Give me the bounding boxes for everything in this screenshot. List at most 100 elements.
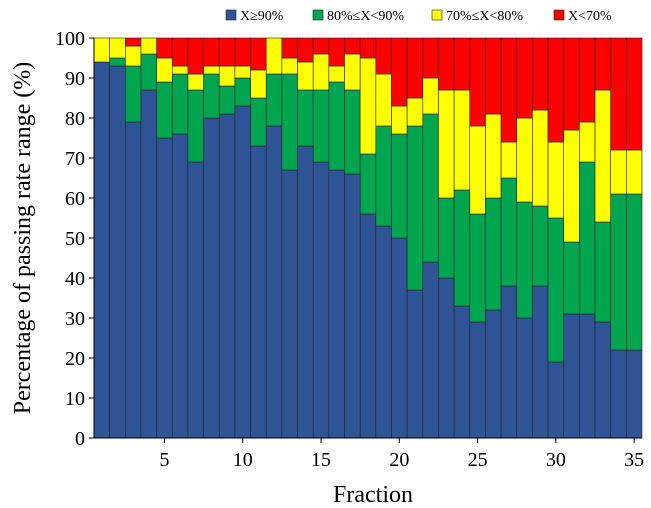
bar-segment-11-series-2: [250, 97, 267, 147]
bar-segment-17-series-4: [344, 37, 361, 55]
bar-segment-24-series-4: [453, 37, 471, 91]
bar-segment-17-series-3: [344, 53, 361, 91]
y-tick-label: 90: [65, 68, 85, 90]
bar-segment-7-series-3: [187, 73, 204, 91]
bar-segment-19-series-2: [375, 125, 392, 227]
bar-segment-30-series-1: [547, 361, 565, 439]
bar-segment-26-series-3: [485, 113, 502, 199]
plot-area: [93, 37, 643, 439]
y-tick-label: 10: [65, 388, 85, 410]
bar-segment-13-series-4: [281, 37, 298, 59]
y-axis-title: Percentage of passing rate range (%): [10, 62, 36, 415]
bar-segment-12-series-3: [265, 37, 283, 75]
bar-segment-13-series-3: [281, 57, 298, 75]
x-tick-label: 25: [468, 449, 488, 471]
legend-label-1: X≥90%: [240, 9, 284, 24]
bar-segment-24-series-3: [453, 89, 471, 191]
y-tick-label: 70: [65, 148, 85, 170]
bar-segment-19-series-4: [375, 37, 392, 75]
bar-segment-34-series-2: [610, 193, 627, 351]
y-tick-label: 30: [65, 308, 85, 330]
bar-segment-8-series-3: [203, 65, 220, 75]
bar-segment-14-series-3: [297, 61, 314, 91]
y-tick-label: 60: [65, 188, 85, 210]
bar-segment-7-series-1: [187, 161, 204, 439]
bar-segment-32-series-3: [579, 121, 596, 163]
bar-segment-5-series-2: [156, 81, 173, 139]
bar-segment-29-series-4: [532, 37, 549, 111]
bar-segment-29-series-3: [532, 109, 549, 207]
bar-segment-23-series-1: [438, 277, 455, 439]
legend-swatch-2: [312, 9, 324, 21]
bar-segment-33-series-3: [594, 89, 611, 223]
bar-segment-11-series-4: [250, 37, 267, 71]
bar-segment-17-series-1: [344, 173, 361, 439]
bar-segment-16-series-4: [328, 37, 345, 67]
bar-segment-13-series-2: [281, 73, 298, 171]
bar-segment-19-series-1: [375, 225, 392, 439]
bar-segment-9-series-3: [218, 65, 236, 87]
legend-swatch-4: [553, 9, 565, 21]
y-tick-label: 40: [65, 268, 85, 290]
legend-swatch-3: [431, 9, 443, 21]
bar-segment-31-series-1: [563, 313, 580, 439]
bar-segment-26-series-2: [485, 197, 502, 311]
bar-segment-10-series-3: [234, 65, 251, 79]
bar-segment-23-series-4: [438, 37, 455, 91]
bar-segment-2-series-2: [109, 57, 126, 67]
bar-segment-33-series-4: [594, 37, 611, 91]
bar-segment-3-series-1: [125, 121, 142, 439]
bar-segment-30-series-2: [547, 217, 565, 363]
bar-segment-35-series-1: [626, 349, 643, 439]
bar-segment-29-series-1: [532, 285, 549, 439]
bar-segment-2-series-3: [109, 37, 126, 59]
bar-segment-8-series-2: [203, 73, 220, 119]
bar-segment-8-series-4: [203, 37, 220, 67]
bar-segment-35-series-3: [626, 149, 643, 195]
bar-segment-32-series-1: [579, 313, 596, 439]
bar-segment-16-series-1: [328, 169, 345, 439]
bar-segment-15-series-1: [312, 161, 330, 439]
bar-segment-31-series-3: [563, 129, 580, 243]
bar-segment-10-series-2: [234, 77, 251, 107]
bar-segment-23-series-3: [438, 89, 455, 199]
bar-segment-22-series-2: [422, 113, 439, 263]
legend: X≥90% 80%≤X<90% 70%≤X<80% X<70%: [225, 9, 612, 24]
bar-segment-6-series-3: [171, 65, 189, 75]
bar-segment-16-series-3: [328, 65, 345, 83]
bar-segment-25-series-2: [469, 213, 486, 323]
bar-segment-6-series-1: [171, 133, 189, 439]
bar-segment-6-series-4: [171, 37, 189, 67]
bar-segment-28-series-2: [516, 201, 533, 319]
bar-segment-4-series-2: [140, 53, 157, 91]
bar-segment-14-series-2: [297, 89, 314, 147]
bar-segment-5-series-4: [156, 37, 173, 59]
legend-label-4: X<70%: [568, 9, 612, 24]
bar-segment-17-series-2: [344, 89, 361, 175]
bar-segment-31-series-4: [563, 37, 580, 131]
y-tick-label: 80: [65, 108, 85, 130]
x-tick-label: 35: [624, 449, 644, 471]
bar-segment-34-series-1: [610, 349, 627, 439]
bar-segment-15-series-3: [312, 53, 330, 91]
x-tick-label: 5: [159, 449, 169, 471]
bar-segment-1-series-1: [93, 61, 110, 439]
bar-segment-27-series-1: [500, 285, 518, 439]
bar-segment-21-series-2: [406, 125, 424, 291]
bar-segment-18-series-2: [359, 153, 377, 215]
legend-swatch-1: [225, 9, 237, 21]
bar-segment-15-series-2: [312, 89, 330, 163]
bar-segment-21-series-3: [406, 97, 424, 127]
bar-segment-7-series-2: [187, 89, 204, 163]
bar-segment-20-series-3: [391, 105, 408, 135]
bar-segment-35-series-4: [626, 37, 643, 151]
bar-segment-24-series-1: [453, 305, 471, 439]
bar-segment-4-series-3: [140, 37, 157, 55]
x-tick-label: 20: [389, 449, 409, 471]
bar-segment-29-series-2: [532, 205, 549, 287]
bar-segment-14-series-1: [297, 145, 314, 439]
bar-segment-27-series-3: [500, 141, 518, 179]
bar-segment-27-series-2: [500, 177, 518, 287]
bar-segment-26-series-1: [485, 309, 502, 439]
